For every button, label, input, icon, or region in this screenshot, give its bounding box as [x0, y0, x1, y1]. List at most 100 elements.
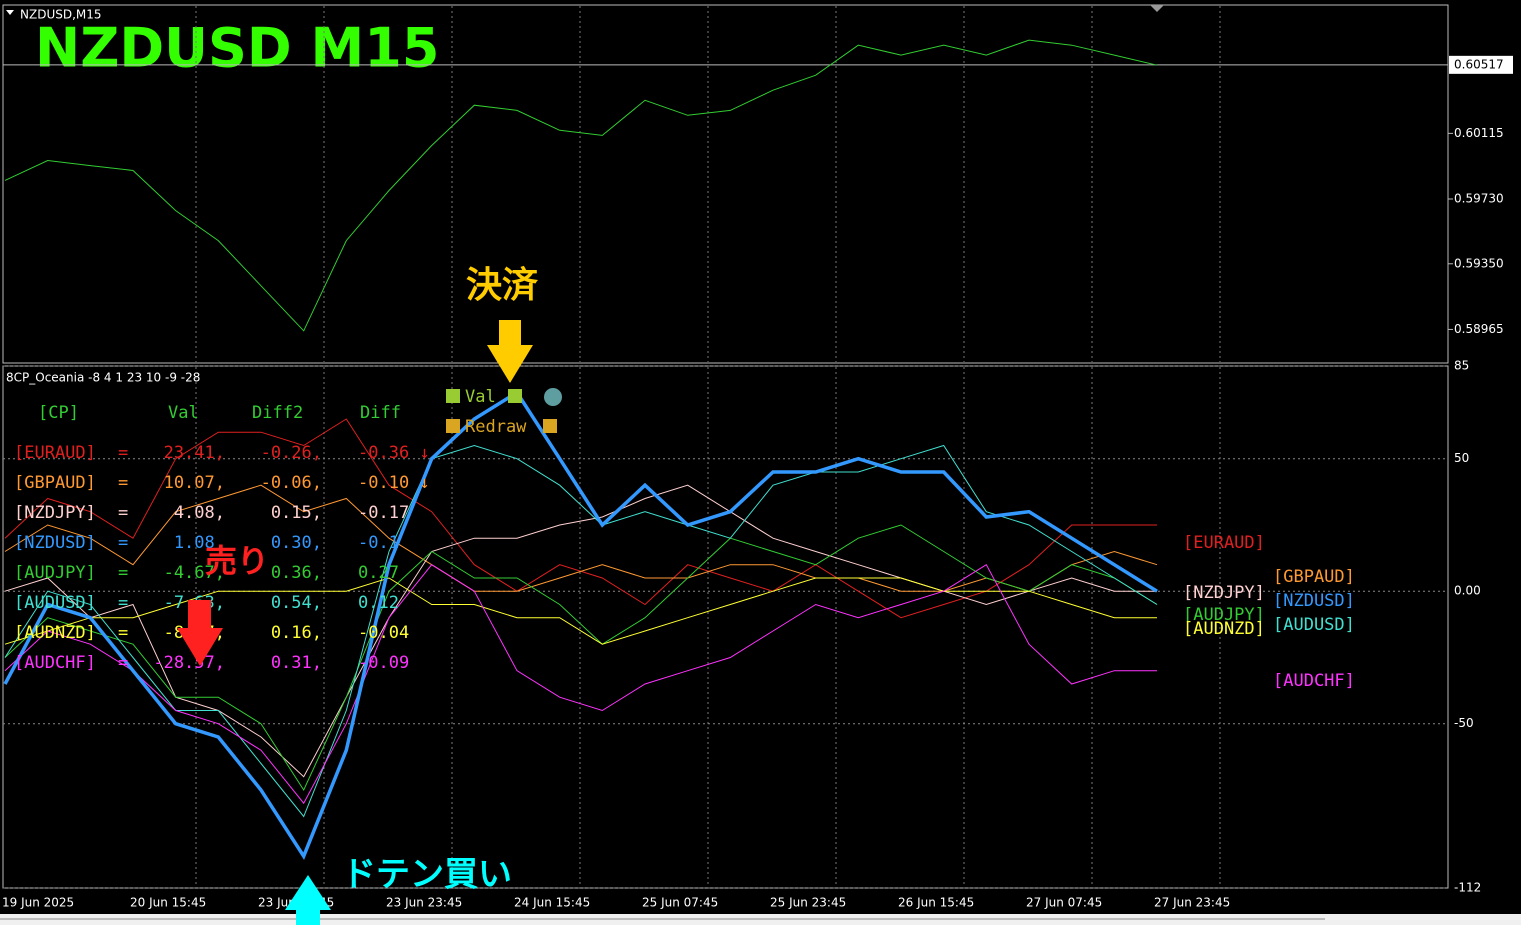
x-tick-label: 23 Jun 23:45 [386, 896, 462, 910]
table-cell: -0.09 [358, 653, 409, 673]
val-button-square[interactable] [446, 389, 460, 403]
redraw-button-square[interactable] [543, 419, 557, 433]
overlay-layer: Val Redraw 決済 売り ドテン買い [177, 265, 562, 925]
table-header: Val [168, 403, 199, 423]
table-header: Diff [360, 403, 401, 423]
y-tick-label: 0.58965 [1454, 322, 1504, 336]
table-pair: [AUDNZD] [14, 623, 96, 643]
legend-entry: [AUDJPY] [1183, 605, 1265, 625]
buy-arrow [285, 875, 331, 925]
legend-entry: [NZDUSD] [1273, 591, 1355, 611]
y-tick-label: 0.59350 [1454, 256, 1504, 270]
legend-entry: [AUDNZD] [1183, 619, 1265, 639]
x-tick-label: 24 Jun 15:45 [514, 896, 590, 910]
sell-annotation: 売り [205, 542, 269, 580]
legend-entry: [GBPAUD] [1273, 567, 1355, 587]
y-tick-label: 0.60115 [1454, 126, 1504, 140]
window-title: NZDUSD,M15 [20, 8, 102, 22]
table-equals: = [118, 653, 128, 673]
table-cell: 23.41, [164, 443, 225, 463]
indicator-line [4, 524, 1158, 792]
table-cell: 0.15, [271, 503, 322, 523]
table-cell: 0.27 [358, 563, 399, 583]
close-annotation: 決済 [466, 265, 538, 306]
table-equals: = [118, 533, 128, 553]
table-cell: -28.57, [153, 653, 225, 673]
table-cell: -0.1 [358, 533, 399, 553]
x-tick-label: 25 Jun 23:45 [770, 896, 846, 910]
indicator-line [4, 484, 1157, 778]
indicator-line [4, 484, 1158, 592]
table-cell: -0.26, [261, 443, 322, 463]
indicator-panel-frame [2, 365, 1449, 889]
table-cell: -0.17 [358, 503, 409, 523]
table-cell: 0.16, [271, 623, 322, 643]
legend-entry: [AUDUSD] [1273, 615, 1355, 635]
window-menu-triangle[interactable] [6, 10, 14, 15]
table-pair: [AUDJPY] [14, 563, 96, 583]
close-arrow [487, 320, 533, 383]
table-pair: [AUDCHF] [14, 653, 96, 673]
val-button[interactable]: Val [465, 387, 496, 407]
table-equals: = [118, 473, 128, 493]
x-tick-label: 27 Jun 23:45 [1154, 896, 1230, 910]
table-pair: [NZDJPY] [14, 503, 96, 523]
x-tick-label: 27 Jun 07:45 [1026, 896, 1102, 910]
shift-marker[interactable] [1150, 5, 1164, 12]
table-equals: = [118, 623, 128, 643]
current-price-label: 0.60517 [1454, 57, 1504, 71]
table-cell: 0.54, [271, 593, 322, 613]
status-dot [544, 388, 562, 406]
y-tick-label: 0.00 [1454, 584, 1481, 598]
indicator-line [4, 577, 1157, 645]
table-header: [CP] [38, 403, 79, 423]
x-tick-label: 25 Jun 07:45 [642, 896, 718, 910]
indicator-line [4, 563, 1157, 805]
legend-entry: [AUDCHF] [1273, 671, 1355, 691]
table-cell: -0.04 [358, 623, 409, 643]
y-tick-label: -112 [1454, 881, 1481, 895]
table-equals: = [118, 593, 128, 613]
table-cell: -0.06, [261, 473, 322, 493]
table-cell: 0.30, [271, 533, 322, 553]
table-cell: 0.12 [358, 593, 399, 613]
indicator-name: 8CP_Oceania -8 4 1 23 10 -9 -28 [6, 371, 200, 385]
y-tick-label: -50 [1454, 716, 1474, 730]
x-tick-label: 20 Jun 15:45 [130, 896, 206, 910]
table-pair: [AUDUSD] [14, 593, 96, 613]
indicator-line [4, 444, 1158, 818]
table-equals: = [118, 503, 128, 523]
redraw-button[interactable]: Redraw [465, 417, 527, 437]
table-cell: 0.36, [271, 563, 322, 583]
reverse-buy-annotation: ドテン買い [342, 855, 512, 895]
x-tick-label: 26 Jun 15:45 [898, 896, 974, 910]
redraw-button-square[interactable] [446, 419, 460, 433]
val-button-square[interactable] [508, 389, 522, 403]
table-cell: 0.31, [271, 653, 322, 673]
sell-arrow [177, 600, 223, 666]
y-tick-label: 0.59730 [1454, 192, 1504, 206]
table-cell: -0.36 ↓ [358, 443, 430, 463]
legend-entry: [NZDJPY] [1183, 583, 1265, 603]
current-price-box [1449, 55, 1513, 74]
table-equals: = [118, 443, 128, 463]
table-cell: -0.10 ↓ [358, 473, 430, 493]
price-panel-frame [2, 4, 1449, 364]
table-pair: [NZDUSD] [14, 533, 96, 553]
table-cell: 1.08, [174, 533, 225, 553]
table-cell: -4.67, [164, 563, 225, 583]
indicator-line [3, 390, 1158, 860]
y-tick-label: 50 [1454, 451, 1469, 465]
x-tick-label: 19 Jun 2025 [2, 896, 74, 910]
table-equals: = [118, 563, 128, 583]
table-header: Diff2 [252, 403, 303, 423]
table-pair: [GBPAUD] [14, 473, 96, 493]
chart-title: NZDUSD M15 [35, 17, 439, 80]
price-line [4, 39, 1158, 332]
table-cell: 4.08, [174, 503, 225, 523]
y-tick-label: 85 [1454, 359, 1469, 373]
